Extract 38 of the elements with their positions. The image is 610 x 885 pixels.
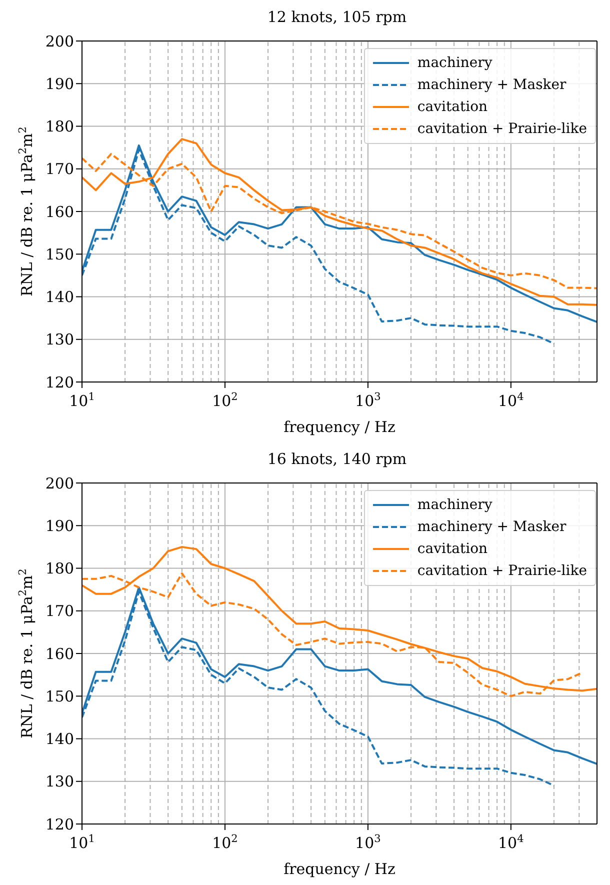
y-tick-label: 160 [45,202,74,221]
y-tick-label: 170 [45,602,74,620]
x-tick-label: 10$^{1}$ [69,391,95,410]
y-tick-label: 190 [45,516,74,535]
y-tick-label: 180 [45,560,74,578]
legend-label: cavitation [417,541,488,557]
y-tick-label: 140 [45,288,74,306]
x-tick-label: 10$^{3}$ [355,391,381,410]
x-axis-title: frequency / Hz [284,418,396,436]
legend-label: cavitation + Prairie-like [417,563,587,579]
y-tick-label: 180 [45,118,74,136]
y-tick-label: 190 [45,74,74,93]
y-tick-label: 130 [45,772,74,791]
chart-title: 16 knots, 140 rpm [266,450,408,470]
y-tick-label: 200 [45,474,74,492]
legend-label: machinery [417,497,492,513]
legend-label: cavitation + Prairie-like [417,121,587,137]
x-tick-label: 10$^{4}$ [498,833,524,852]
legend-label: machinery + Masker [417,77,566,93]
y-tick-label: 200 [45,32,74,50]
y-tick-label: 170 [45,160,74,178]
x-tick-label: 10$^{2}$ [212,833,238,852]
x-tick-label: 10$^{1}$ [69,833,95,852]
y-tick-label: 130 [45,330,74,349]
chart-title: 12 knots, 105 rpm [266,8,408,28]
x-tick-label: 10$^{2}$ [212,391,238,410]
x-axis-title: frequency / Hz [284,860,396,878]
y-tick-label: 120 [45,815,74,834]
legend-label: machinery [417,55,492,71]
x-tick-label: 10$^{3}$ [355,833,381,852]
y-tick-label: 140 [45,730,74,748]
y-tick-label: 120 [45,373,74,392]
y-tick-label: 160 [45,644,74,663]
legend-label: cavitation [417,99,488,115]
x-tick-label: 10$^{4}$ [498,391,524,410]
legend-label: machinery + Masker [417,519,566,535]
y-tick-label: 150 [45,245,74,264]
y-tick-label: 150 [45,687,74,706]
